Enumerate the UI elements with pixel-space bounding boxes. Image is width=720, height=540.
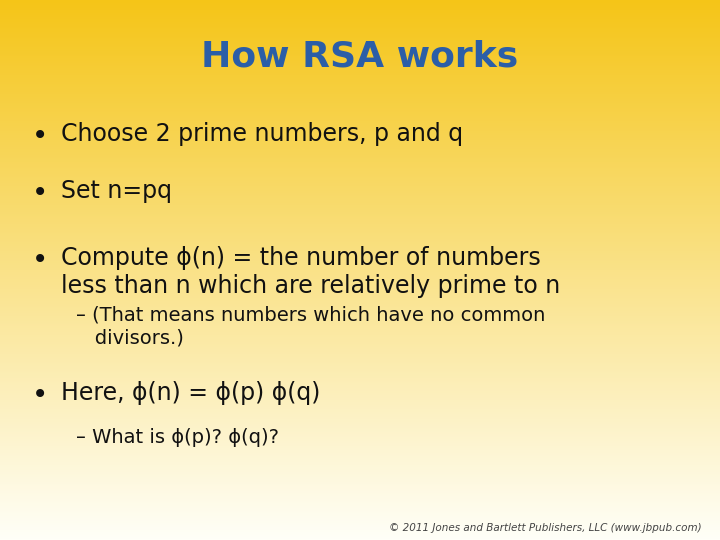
Text: •: • — [32, 179, 48, 207]
Text: Set n=pq: Set n=pq — [61, 179, 172, 203]
Text: Choose 2 prime numbers, p and q: Choose 2 prime numbers, p and q — [61, 122, 464, 145]
Text: •: • — [32, 122, 48, 150]
Text: – (That means numbers which have no common
   divisors.): – (That means numbers which have no comm… — [76, 305, 545, 348]
Text: Compute ϕ(n) = the number of numbers
less than n which are relatively prime to n: Compute ϕ(n) = the number of numbers les… — [61, 246, 560, 299]
Text: •: • — [32, 246, 48, 274]
Text: How RSA works: How RSA works — [202, 40, 518, 73]
Text: •: • — [32, 381, 48, 409]
Text: © 2011 Jones and Bartlett Publishers, LLC (www.jbpub.com): © 2011 Jones and Bartlett Publishers, LL… — [390, 523, 702, 533]
Text: – What is ϕ(p)? ϕ(q)?: – What is ϕ(p)? ϕ(q)? — [76, 428, 279, 447]
Text: Here, ϕ(n) = ϕ(p) ϕ(q): Here, ϕ(n) = ϕ(p) ϕ(q) — [61, 381, 320, 404]
